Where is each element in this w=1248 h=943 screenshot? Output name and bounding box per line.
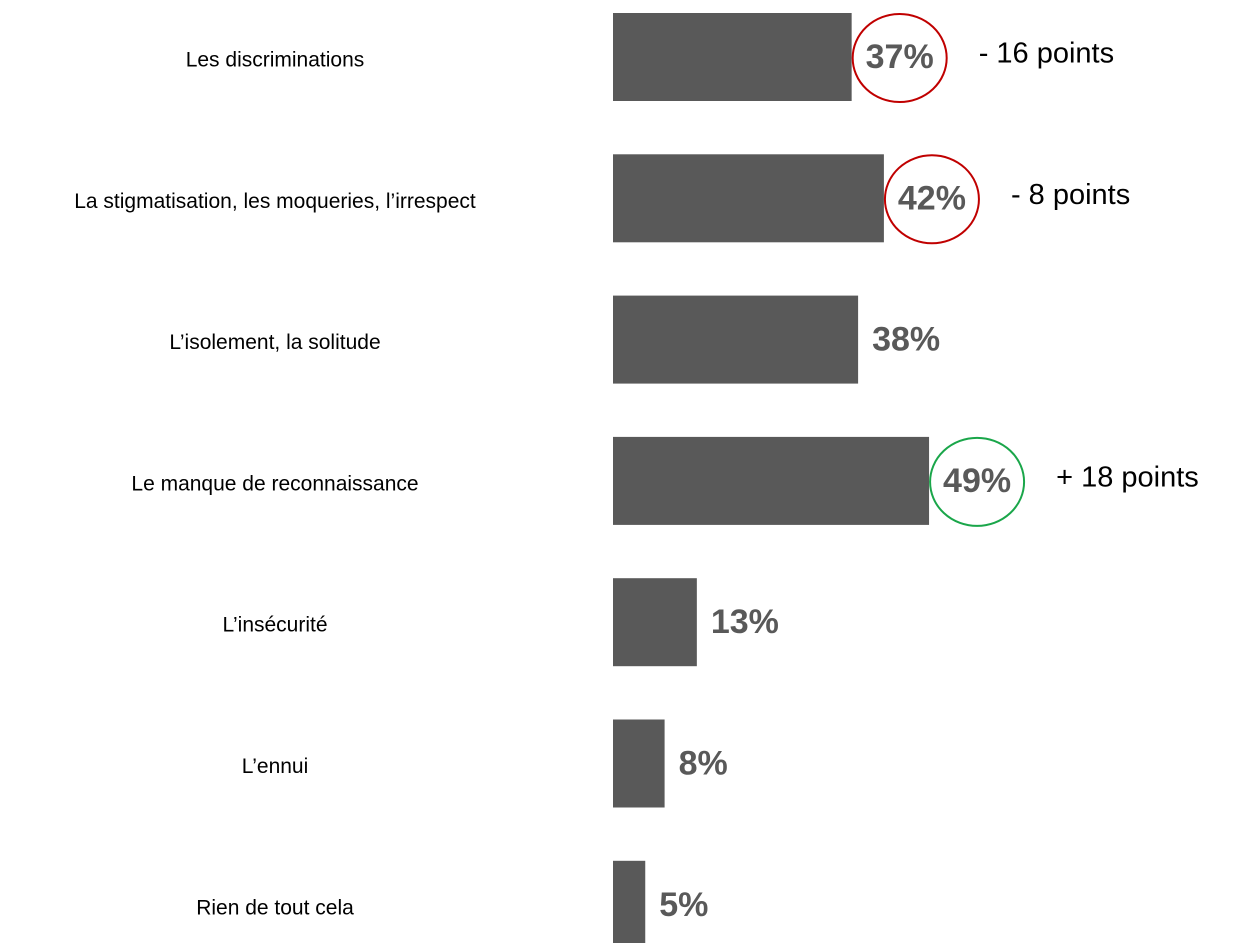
category-label: L’insécurité [222, 614, 327, 637]
category-label: La stigmatisation, les moqueries, l’irre… [74, 190, 476, 213]
category-label: L’ennui [242, 755, 309, 778]
value-label: 37% [866, 38, 934, 76]
bar [613, 154, 884, 243]
highlight-circle [883, 154, 980, 245]
bar [613, 436, 930, 525]
highlight-circle [851, 13, 948, 103]
category-label: Rien de tout cela [196, 896, 354, 919]
bar [613, 13, 852, 101]
category-label: L’isolement, la solitude [169, 331, 380, 354]
annotation: + 18 points [1056, 462, 1199, 494]
value-label: 8% [679, 744, 728, 782]
value-label: 49% [943, 462, 1011, 500]
category-label: Le manque de reconnaissance [131, 472, 418, 495]
annotation: - 8 points [1011, 179, 1130, 211]
bar [613, 860, 646, 943]
value-label: 42% [898, 179, 966, 217]
bar [613, 578, 697, 667]
bar [613, 719, 665, 808]
value-label: 5% [659, 886, 708, 924]
highlight-circle [929, 436, 1026, 527]
annotation: - 16 points [979, 38, 1114, 70]
value-label: 13% [711, 603, 779, 641]
category-label: Les discriminations [186, 49, 365, 72]
bar [613, 295, 859, 384]
value-label: 38% [872, 321, 940, 359]
